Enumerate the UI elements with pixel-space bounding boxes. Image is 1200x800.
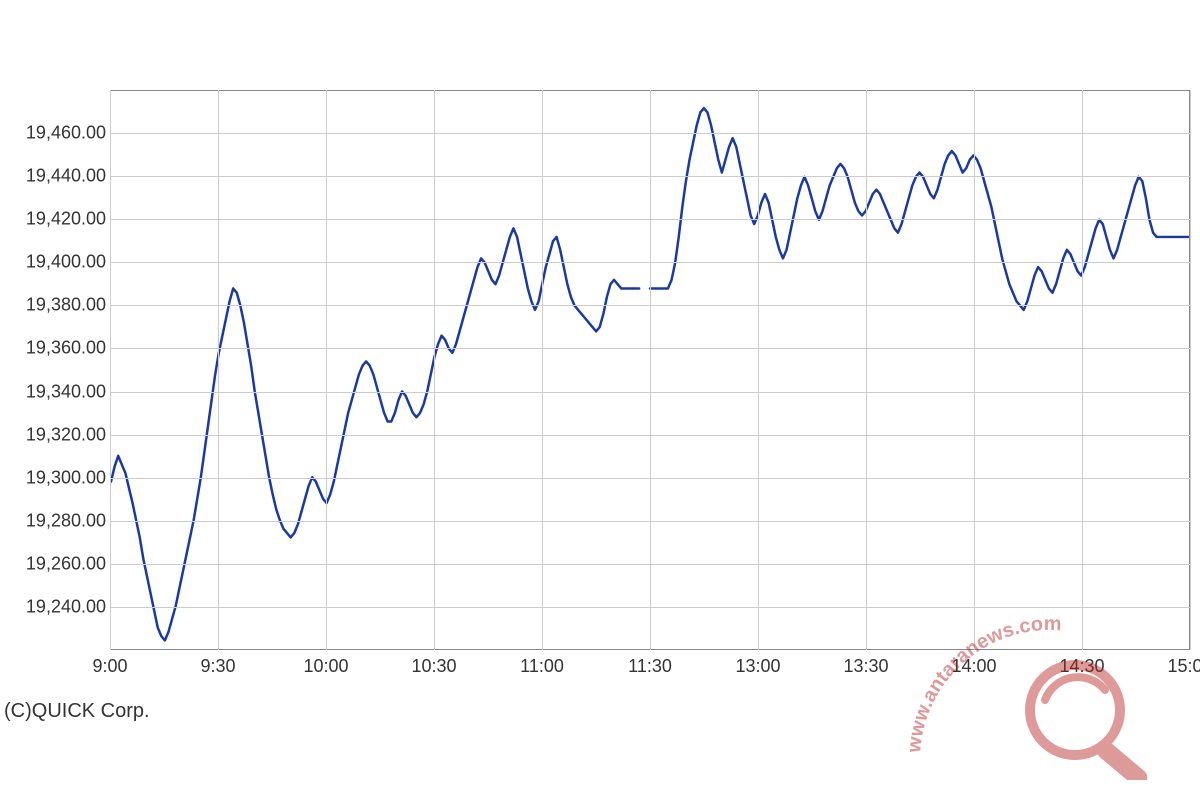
gridline-h [110, 348, 1190, 349]
x-axis-label: 13:00 [718, 656, 798, 677]
y-axis-label: 19,320.00 [6, 424, 106, 445]
x-axis-label: 13:30 [826, 656, 906, 677]
y-axis-label: 19,420.00 [6, 209, 106, 230]
y-axis-label: 19,360.00 [6, 338, 106, 359]
y-axis-label: 19,300.00 [6, 467, 106, 488]
x-axis-label: 11:00 [502, 656, 582, 677]
y-axis-label: 19,240.00 [6, 596, 106, 617]
x-axis-label: 9:00 [70, 656, 150, 677]
gridline-h [110, 305, 1190, 306]
x-axis-label: 10:00 [286, 656, 366, 677]
y-axis-label: 19,280.00 [6, 510, 106, 531]
gridline-v [1082, 90, 1083, 650]
gridline-h [110, 392, 1190, 393]
gridline-v [326, 90, 327, 650]
gridline-v [218, 90, 219, 650]
y-axis-label: 19,440.00 [6, 166, 106, 187]
gridline-h [110, 564, 1190, 565]
gridline-h [110, 262, 1190, 263]
gridline-h [110, 219, 1190, 220]
gridline-h [110, 176, 1190, 177]
price-series [650, 108, 1189, 310]
gridline-h [110, 521, 1190, 522]
gridline-h [110, 133, 1190, 134]
x-axis-label: 10:30 [394, 656, 474, 677]
x-axis-label: 9:30 [178, 656, 258, 677]
y-axis-label: 19,400.00 [6, 252, 106, 273]
copyright-label: (C)QUICK Corp. [4, 700, 150, 723]
magnifier-icon [1030, 665, 1151, 780]
gridline-v [758, 90, 759, 650]
gridline-v [650, 90, 651, 650]
chart-container: 19,240.00 19,260.00 19,280.00 19,300.00 19,3… [0, 0, 1200, 800]
gridline-h [110, 478, 1190, 479]
gridline-v [542, 90, 543, 650]
y-axis-label: 19,380.00 [6, 295, 106, 316]
y-axis-label: 19,260.00 [6, 553, 106, 574]
gridline-v [866, 90, 867, 650]
gridline-v [974, 90, 975, 650]
gridline-v [1190, 90, 1191, 650]
watermark-logo: www.antaranews.com [910, 610, 1180, 780]
gridline-h [110, 435, 1190, 436]
gridline-h [110, 607, 1190, 608]
y-axis-label: 19,460.00 [6, 123, 106, 144]
x-axis-label: 11:30 [610, 656, 690, 677]
y-axis-label: 19,340.00 [6, 381, 106, 402]
gridline-v [434, 90, 435, 650]
gridline-v [110, 90, 111, 650]
